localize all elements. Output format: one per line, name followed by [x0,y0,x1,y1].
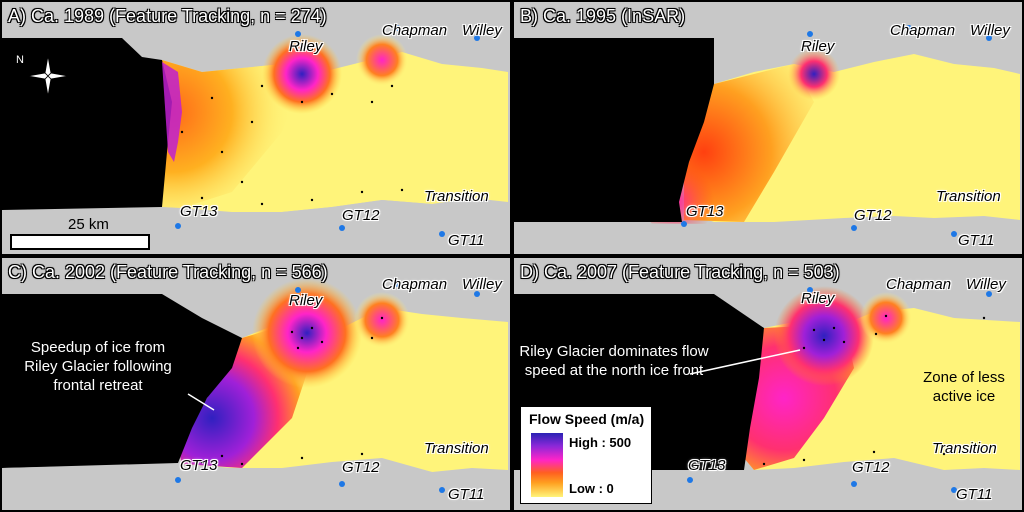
label-gt13: GT13 [686,203,724,220]
flow-speed-fast-a [162,60,302,208]
label-chapman: Chapman [886,276,952,293]
legend-low: Low : 0 [569,481,614,496]
label-transition: Transition [424,188,489,205]
label-chapman: Chapman [382,276,448,293]
flow-hotspot-riley [252,278,362,388]
panel-b: B) Ca. 1995 (InSAR) Riley Chapman Willey… [514,2,1022,254]
label-transition: Transition [424,440,489,457]
annotation-zone: Zone of less active ice [923,369,1005,405]
label-gt11: GT11 [958,232,995,249]
annotation-leader [689,349,801,375]
legend-high: High : 500 [569,435,632,450]
label-gt11: GT11 [448,486,485,503]
tracking-points [762,314,986,466]
panel-a-title: A) Ca. 1989 (Feature Tracking, n = 274) [8,6,327,26]
label-transition: Transition [936,188,1001,205]
label-gt11: GT11 [448,232,485,249]
north-label: N [16,54,24,66]
flow-hotspot-riley [262,34,342,114]
label-willey: Willey [970,22,1010,39]
land-bottom [2,460,508,510]
label-riley: Riley [801,38,835,55]
label-chapman: Chapman [382,22,448,39]
label-gt12: GT12 [854,207,892,224]
flow-hotspot-chapman [354,292,410,348]
flow-hotspot-riley [774,286,874,386]
label-gt13: GT13 [688,457,726,474]
tracking-points [200,316,384,466]
annotation-leader [187,393,215,411]
panel-d-title: D) Ca. 2007 (Feature Tracking, n = 503) [520,262,840,282]
panel-b-map [514,25,1020,254]
label-riley: Riley [289,292,323,309]
gps-stations [687,281,992,493]
legend: Flow Speed (m/a) High : 500 Low : 0 [520,406,652,504]
gps-stations [175,281,480,493]
panel-c: C) Ca. 2002 (Feature Tracking, n = 566) … [2,258,510,510]
label-willey: Willey [462,22,502,39]
label-transition: Transition [932,440,997,457]
flow-speed-fast-b [684,64,814,222]
label-gt12: GT12 [852,459,890,476]
ocean [514,38,714,222]
legend-title: Flow Speed (m/a) [529,411,645,427]
label-riley: Riley [289,38,323,55]
land-bottom [514,218,1020,254]
panel-a: A) Ca. 1989 (Feature Tracking, n = 274) … [2,2,510,254]
label-gt12: GT12 [342,207,380,224]
annotation-speedup: Speedup of ice from Riley Glacier follow… [24,339,172,394]
annotation-riley-dominates: Riley Glacier dominates flow speed at th… [519,343,709,379]
legend-color-ramp [531,433,563,497]
ocean [2,38,172,212]
panel-a-map [2,25,508,254]
label-gt11: GT11 [956,486,993,503]
fast-edge-a [162,62,182,162]
gps-stations [175,25,480,237]
label-chapman: Chapman [890,22,956,39]
panel-c-title: C) Ca. 2002 (Feature Tracking, n = 566) [8,262,328,282]
gps-stations [681,25,992,237]
label-riley: Riley [801,290,835,307]
scale-bar-label: 25 km [68,216,109,233]
label-gt13: GT13 [180,203,218,220]
label-gt13: GT13 [180,457,218,474]
label-gt12: GT12 [342,459,380,476]
panel-c-map [2,278,508,510]
flow-hotspot-chapman [860,292,912,344]
label-willey: Willey [462,276,502,293]
label-willey: Willey [966,276,1006,293]
panel-b-title: B) Ca. 1995 (InSAR) [520,6,686,26]
north-arrow-icon [27,55,69,97]
tracking-points [180,84,404,206]
ocean [2,294,242,468]
panel-d: D) Ca. 2007 (Feature Tracking, n = 503) … [514,258,1022,510]
scale-bar [10,234,150,250]
flow-hotspot-riley [788,48,840,100]
flow-hotspot-chapman [356,34,408,86]
